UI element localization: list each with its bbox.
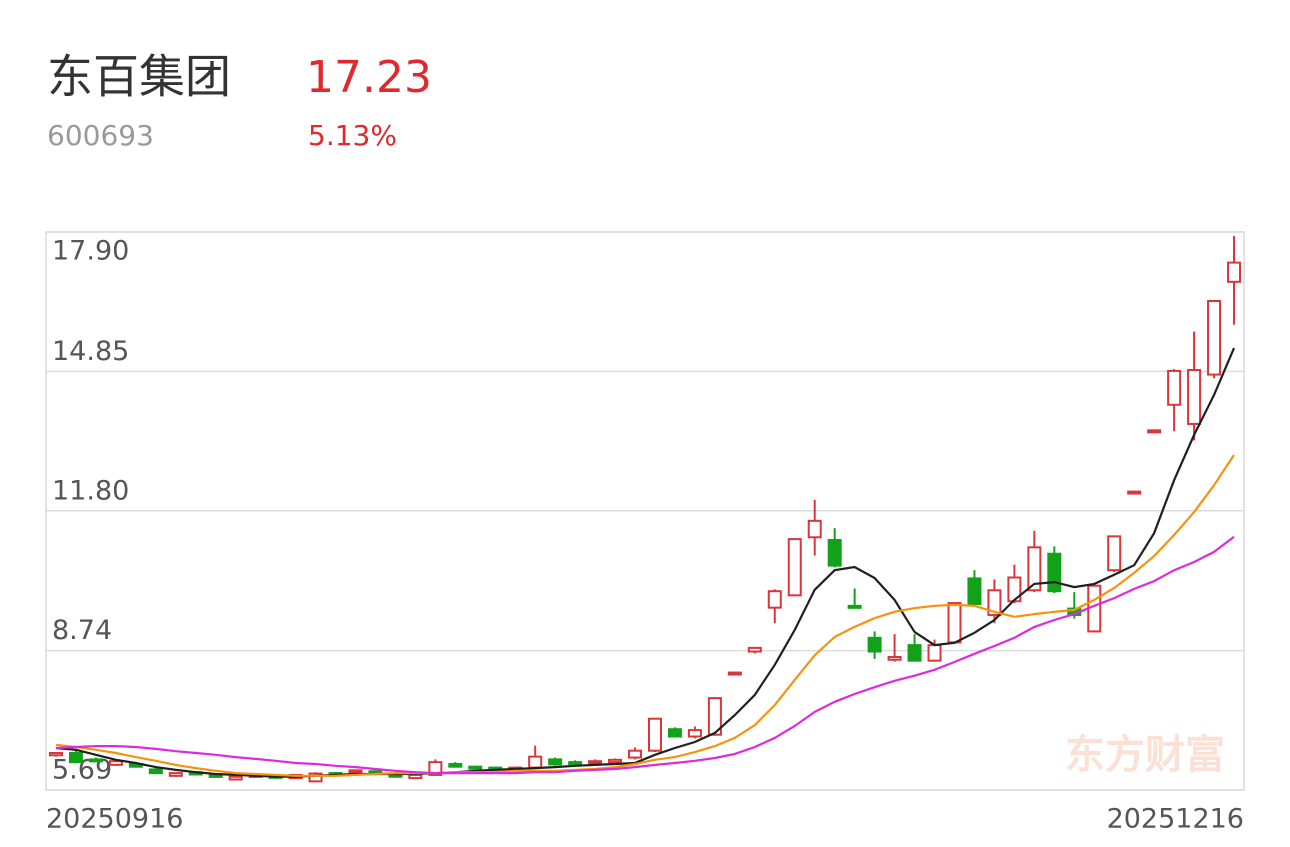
candle-body	[568, 761, 583, 766]
candle-body	[168, 772, 183, 777]
stock-code: 600693	[47, 119, 154, 152]
candle-body	[68, 751, 83, 764]
watermark: 东方财富	[1065, 732, 1225, 778]
candle-body	[108, 760, 123, 766]
candle-body	[687, 729, 702, 738]
candle-body	[1227, 261, 1242, 283]
candle-body	[667, 728, 682, 738]
candle-body	[827, 539, 842, 567]
candle-body	[1027, 546, 1042, 592]
moving-average-line	[55, 535, 1235, 775]
candle-body	[48, 751, 63, 757]
candle-body	[348, 769, 363, 774]
moving-average-line	[55, 454, 1235, 777]
candle-body	[927, 644, 942, 662]
candle-body	[428, 761, 443, 776]
candle-body	[787, 538, 802, 597]
candle-body	[548, 758, 563, 766]
candle-body	[228, 775, 243, 781]
candle-body	[727, 671, 742, 676]
candle-body	[747, 646, 762, 653]
y-tick-label: 14.85	[52, 336, 129, 367]
candle-body	[887, 656, 902, 661]
candle-body	[468, 765, 483, 770]
candle-body	[588, 760, 603, 765]
y-tick-label: 8.74	[52, 615, 112, 646]
moving-average-line	[55, 347, 1236, 778]
candle-body	[867, 636, 882, 653]
candle-body	[987, 589, 1002, 616]
candle-body	[308, 772, 323, 783]
candle-body	[807, 519, 822, 539]
x-tick-label: 20250916	[46, 804, 183, 835]
candle-body	[1107, 535, 1122, 572]
x-tick-label: 20251216	[1107, 804, 1244, 835]
y-tick-label: 11.80	[52, 475, 129, 506]
candle-body	[1147, 429, 1162, 434]
candle-body	[707, 697, 722, 736]
candle-body	[1127, 490, 1142, 495]
candle-body	[847, 604, 862, 609]
y-tick-label: 17.90	[52, 236, 129, 267]
candle-body	[967, 577, 982, 605]
candle-body	[1207, 300, 1222, 376]
candle-body	[767, 590, 782, 609]
candle-body	[1047, 552, 1062, 593]
candle-body	[88, 758, 103, 763]
candle-body	[628, 749, 643, 759]
price-change: 5.13%	[308, 119, 397, 152]
candle-body	[647, 717, 662, 752]
candle-body	[907, 644, 922, 662]
candle-body	[608, 758, 623, 764]
candle-body	[448, 762, 463, 768]
candle-body	[148, 768, 163, 775]
candle-body	[408, 773, 423, 780]
stock-name: 东百集团	[47, 50, 231, 104]
candle-body	[1167, 369, 1182, 406]
stock-price: 17.23	[306, 52, 432, 103]
candle-body	[1187, 369, 1202, 425]
candle-body	[528, 755, 543, 769]
candle-body	[947, 602, 962, 644]
